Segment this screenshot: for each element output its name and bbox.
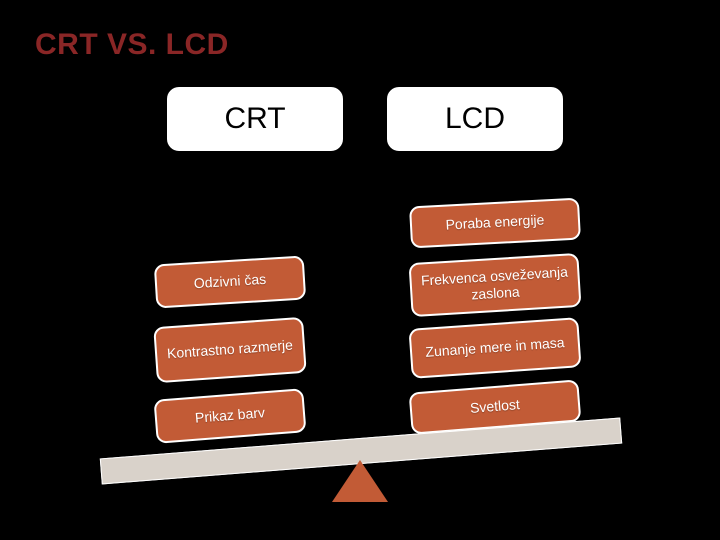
slide-title: CRT VS. LCD — [35, 28, 229, 62]
crt-item-2: Prikaz barv — [154, 388, 307, 444]
crt-item-1: Kontrastno razmerje — [153, 317, 307, 383]
header-lcd: LCD — [385, 85, 565, 153]
lcd-item-1-label: Frekvenca osveževanja zaslona — [419, 263, 571, 307]
scale-fulcrum — [332, 460, 388, 502]
lcd-item-2: Zunanje mere in masa — [408, 317, 581, 379]
lcd-item-3-label: Svetlost — [469, 396, 520, 417]
crt-item-2-label: Prikaz barv — [194, 405, 265, 428]
lcd-item-0: Poraba energije — [409, 198, 581, 249]
lcd-item-2-label: Zunanje mere in masa — [425, 334, 565, 361]
crt-item-0-label: Odzivni čas — [193, 271, 266, 293]
lcd-item-1: Frekvenca osveževanja zaslona — [409, 253, 582, 317]
crt-item-1-label: Kontrastno razmerje — [167, 337, 294, 363]
lcd-item-0-label: Poraba energije — [445, 212, 545, 235]
crt-item-0: Odzivni čas — [154, 255, 306, 308]
header-lcd-label: LCD — [445, 102, 505, 136]
slide-root: CRT VS. LCD CRT LCD Odzivni čas Kontrastn… — [0, 0, 720, 540]
header-crt: CRT — [165, 85, 345, 153]
header-crt-label: CRT — [224, 102, 285, 136]
